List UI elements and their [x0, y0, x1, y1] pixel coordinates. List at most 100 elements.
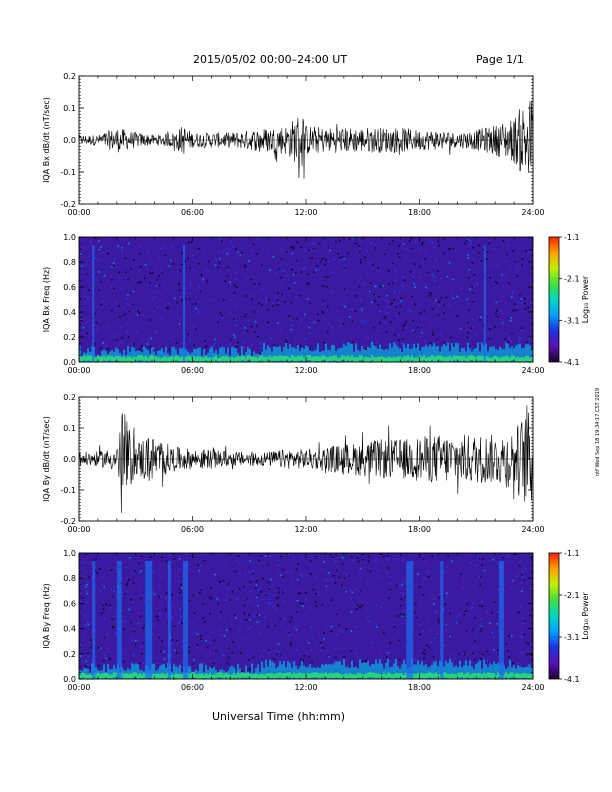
band-column-core — [389, 356, 391, 362]
band-column — [441, 346, 443, 362]
band-column-core — [317, 356, 319, 362]
noise-speck — [276, 559, 279, 561]
band-column-core — [211, 674, 213, 680]
band-column — [443, 343, 445, 362]
noise-speck — [277, 268, 280, 270]
noise-speck — [409, 310, 411, 312]
noise-speck — [86, 298, 89, 301]
noise-speck — [332, 240, 335, 243]
noise-speck — [521, 631, 523, 634]
noise-speck — [369, 651, 372, 654]
band-column — [245, 665, 247, 679]
noise-speck — [376, 623, 378, 626]
noise-speck — [265, 298, 268, 301]
noise-speck — [330, 625, 333, 628]
noise-speck — [118, 271, 121, 274]
band-column — [465, 351, 467, 362]
band-column — [237, 663, 239, 679]
noise-speck — [318, 268, 321, 270]
band-column-core — [125, 357, 127, 363]
noise-speck — [467, 239, 470, 241]
noise-speck — [373, 243, 376, 246]
band-column — [513, 665, 515, 679]
noise-speck — [199, 592, 201, 594]
noise-speck — [89, 622, 92, 624]
noise-speck — [179, 622, 181, 625]
noise-speck — [359, 261, 362, 264]
x-tick-label: 18:00 — [408, 525, 431, 534]
band-column — [109, 669, 111, 679]
noise-speck — [463, 653, 466, 656]
noise-speck — [395, 315, 398, 317]
noise-speck — [221, 240, 223, 242]
noise-speck — [433, 597, 436, 599]
band-column-core — [111, 355, 113, 361]
noise-speck — [332, 574, 335, 577]
noise-speck — [510, 319, 512, 322]
band-column-core — [515, 673, 517, 679]
noise-speck — [268, 298, 270, 301]
noise-speck — [171, 646, 174, 649]
band-column — [357, 349, 359, 362]
band-column-core — [289, 672, 291, 678]
band-column-core — [335, 672, 337, 678]
noise-speck — [213, 639, 216, 642]
noise-speck — [259, 555, 262, 557]
band-column-core — [313, 356, 315, 362]
band-column — [345, 345, 347, 362]
noise-speck — [141, 594, 144, 596]
noise-speck — [496, 613, 499, 615]
noise-speck — [105, 344, 107, 346]
band-column — [283, 660, 285, 679]
noise-speck — [511, 332, 513, 335]
band-column-core — [365, 673, 367, 679]
noise-speck — [111, 279, 113, 281]
band-column-core — [285, 672, 287, 678]
band-column — [279, 661, 281, 679]
noise-speck — [523, 633, 525, 636]
noise-speck — [293, 282, 296, 284]
noise-speck — [103, 274, 106, 277]
band-column-core — [211, 357, 213, 363]
band-column-core — [369, 672, 371, 678]
noise-speck — [424, 576, 427, 579]
noise-speck — [397, 253, 399, 255]
band-column — [135, 663, 137, 679]
band-column — [433, 661, 435, 679]
band-column-core — [353, 674, 355, 680]
noise-speck — [432, 275, 434, 278]
noise-speck — [192, 594, 195, 597]
broadband-burst — [92, 561, 96, 679]
band-column — [507, 344, 509, 362]
noise-speck — [380, 606, 382, 608]
band-column — [497, 662, 499, 679]
noise-speck — [292, 248, 295, 250]
band-column-core — [161, 357, 163, 363]
band-column — [207, 352, 209, 362]
noise-speck — [90, 597, 92, 600]
band-column — [523, 347, 525, 362]
band-column-core — [311, 356, 313, 362]
noise-speck — [391, 651, 393, 654]
noise-speck — [455, 615, 458, 618]
band-column — [123, 349, 125, 362]
band-column-core — [101, 673, 103, 679]
noise-speck — [179, 591, 181, 594]
broadband-burst — [145, 561, 153, 679]
noise-speck — [451, 560, 453, 562]
band-column-core — [463, 355, 465, 361]
band-column-core — [367, 672, 369, 678]
noise-speck — [94, 312, 97, 315]
band-column — [479, 660, 481, 679]
noise-speck — [243, 612, 245, 614]
noise-speck — [250, 294, 252, 297]
band-column-core — [233, 672, 235, 678]
band-column-core — [403, 674, 405, 680]
band-column — [473, 349, 475, 362]
noise-speck — [459, 327, 462, 330]
band-column-core — [231, 356, 233, 362]
noise-speck — [153, 593, 156, 595]
band-column — [177, 667, 179, 679]
band-column-core — [485, 355, 487, 361]
noise-speck — [290, 571, 293, 573]
